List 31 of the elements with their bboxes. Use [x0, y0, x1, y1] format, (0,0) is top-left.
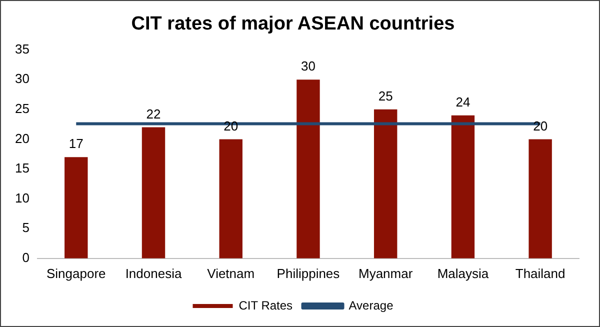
y-tick-label: 15 [14, 160, 30, 176]
data-label: 25 [378, 88, 393, 104]
x-tick-label: Philippines [276, 266, 340, 281]
y-tick-label: 0 [22, 250, 30, 265]
y-tick-label: 35 [14, 41, 30, 56]
data-label: 24 [456, 94, 470, 110]
y-tick-label: 25 [14, 100, 30, 116]
y-tick-label: 20 [14, 130, 30, 146]
bar [64, 157, 88, 258]
bar [528, 139, 552, 258]
legend-label: Average [348, 298, 394, 312]
y-tick-label: 10 [14, 190, 30, 206]
data-label: 30 [300, 58, 316, 74]
legend-label: CIT Rates [238, 298, 293, 312]
data-label: 17 [68, 136, 84, 152]
x-tick-label: Malaysia [437, 266, 490, 281]
x-tick-label: Singapore [46, 266, 106, 281]
y-tick-label: 5 [22, 220, 30, 236]
data-label: 22 [146, 106, 161, 122]
x-tick-label: Vietnam [207, 266, 255, 281]
x-tick-label: Thailand [515, 266, 566, 281]
bar [142, 127, 166, 258]
x-tick-label: Myanmar [358, 266, 414, 281]
bar [451, 115, 475, 258]
y-tick-label: 30 [14, 71, 30, 86]
bar [219, 139, 242, 258]
bar [296, 80, 320, 258]
data-label: 20 [533, 118, 548, 134]
x-tick-label: Indonesia [125, 266, 182, 281]
chart-title: CIT rates of major ASEAN countries [131, 14, 455, 35]
bar [374, 109, 398, 258]
